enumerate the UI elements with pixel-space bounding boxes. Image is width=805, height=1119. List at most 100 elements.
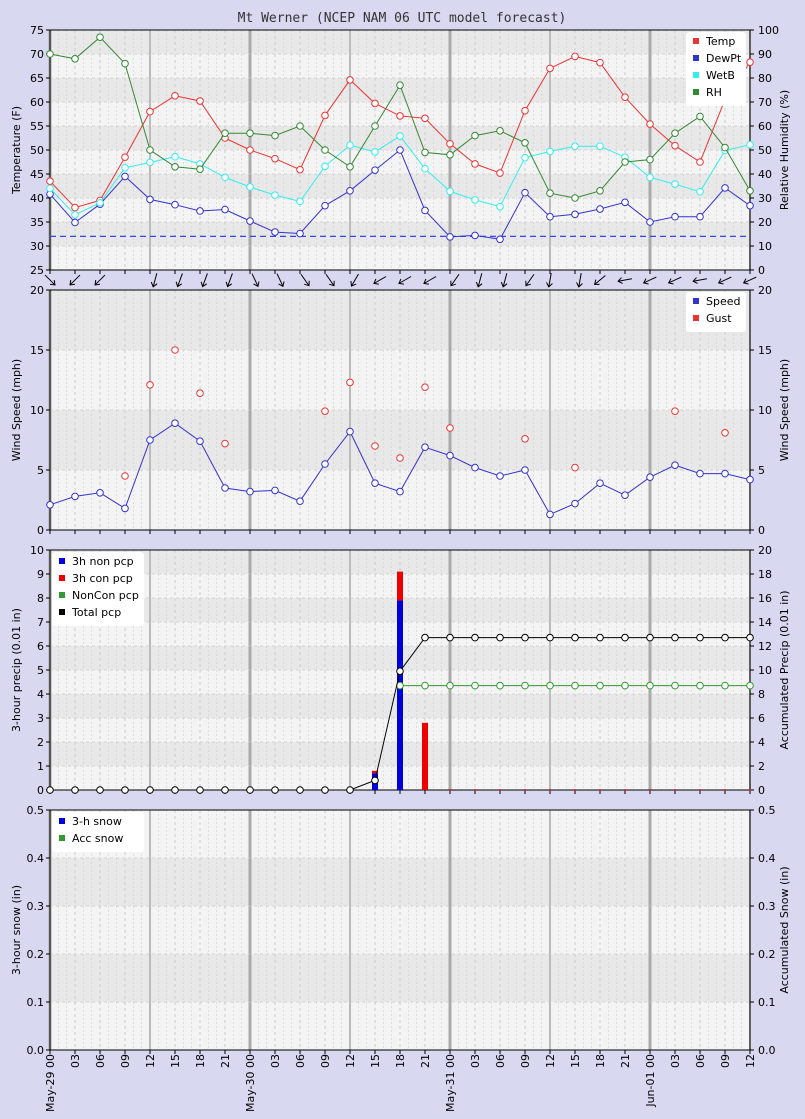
wind-arrow-head bbox=[69, 279, 76, 286]
y2-tick-label: 6 bbox=[758, 712, 765, 725]
rh-point bbox=[471, 131, 479, 140]
dewpt-point bbox=[696, 212, 704, 221]
rh-point bbox=[346, 163, 354, 171]
wetb-point bbox=[321, 162, 329, 171]
y2-axis-label: Accumulated Precip (0.01 in) bbox=[778, 590, 791, 749]
x-tick-label: 12 bbox=[344, 1054, 357, 1068]
y2-tick-label: 2 bbox=[758, 760, 765, 773]
precip-con-bar bbox=[397, 571, 403, 601]
wind-arrow-shaft bbox=[548, 273, 552, 287]
wetb-point bbox=[121, 163, 129, 172]
legend-swatch bbox=[693, 89, 699, 95]
x-tick-label: Jun-01 00 bbox=[644, 1054, 657, 1108]
dewpt-point bbox=[746, 201, 754, 210]
noncon-point bbox=[696, 681, 704, 690]
total-point bbox=[746, 633, 754, 642]
wind-arrow bbox=[546, 273, 553, 288]
legend-swatch bbox=[59, 818, 65, 824]
wind-arrow-head bbox=[593, 279, 600, 286]
legend-swatch bbox=[693, 38, 699, 44]
total-point bbox=[646, 633, 654, 642]
temp-point bbox=[746, 58, 754, 66]
y-tick-label: 8 bbox=[37, 592, 44, 605]
wind-arrow bbox=[325, 273, 335, 287]
wind-arrow-head bbox=[175, 281, 183, 288]
wind-arrow-head bbox=[94, 279, 101, 286]
dewpt-point bbox=[521, 188, 529, 197]
rh-point bbox=[621, 158, 629, 166]
gust-point bbox=[196, 389, 204, 398]
rh-point bbox=[196, 165, 204, 173]
x-tick-label: May-30 00 bbox=[244, 1054, 257, 1112]
rh-point bbox=[721, 143, 729, 152]
total-point bbox=[721, 633, 729, 642]
temp-point bbox=[121, 153, 129, 161]
temp-point bbox=[421, 114, 429, 123]
legend-swatch bbox=[59, 592, 65, 598]
temp-point bbox=[246, 146, 254, 154]
legend-swatch bbox=[59, 609, 65, 615]
legend: 3h non pcp 3h con pcp NonCon pcp Total pcp bbox=[52, 552, 144, 626]
total-point bbox=[46, 786, 54, 794]
dewpt-point bbox=[546, 212, 554, 221]
gust-point bbox=[571, 463, 579, 472]
total-point bbox=[696, 633, 704, 642]
temp-point bbox=[296, 165, 304, 174]
speed-point bbox=[471, 463, 479, 472]
temp-point bbox=[171, 91, 179, 100]
legend-label-gust: Gust bbox=[706, 312, 732, 325]
precip-zero-mark bbox=[724, 789, 726, 791]
x-axis-labels: May-29 00 03 06 09 12 15 18 21 May-30 00 03 06 09 12… bbox=[44, 1054, 757, 1112]
precip-zero-mark bbox=[449, 789, 451, 791]
y2-tick-label: 100 bbox=[758, 24, 779, 37]
total-point bbox=[371, 776, 379, 785]
wind-arrow-shaft bbox=[578, 273, 582, 287]
y2-tick-label: 12 bbox=[758, 640, 772, 653]
y2-tick-label: 90 bbox=[758, 48, 772, 61]
wetb-point bbox=[396, 132, 404, 140]
dewpt-point bbox=[446, 233, 454, 241]
wetb-point bbox=[371, 148, 379, 156]
y-tick-label: 0.2 bbox=[27, 948, 45, 961]
legend-swatch bbox=[693, 315, 699, 321]
dewpt-point bbox=[221, 205, 229, 214]
wetb-point bbox=[71, 211, 79, 219]
gust-point bbox=[121, 472, 129, 480]
dewpt-point bbox=[646, 218, 654, 226]
temp-point bbox=[471, 160, 479, 168]
temp-point bbox=[621, 93, 629, 101]
y2-tick-label: 0 bbox=[758, 264, 765, 277]
y-tick-label: 1 bbox=[37, 760, 44, 773]
precip-zero-mark bbox=[549, 789, 551, 791]
rh-point bbox=[271, 131, 279, 140]
wind-arrow bbox=[667, 276, 682, 285]
x-tick-label: 06 bbox=[94, 1054, 107, 1068]
rh-point bbox=[121, 59, 129, 68]
y2-tick-label: 20 bbox=[758, 216, 772, 229]
wetb-point bbox=[296, 197, 304, 206]
dewpt-point bbox=[621, 198, 629, 207]
speed-point bbox=[671, 461, 679, 470]
y2-tick-label: 50 bbox=[758, 144, 772, 157]
noncon-point bbox=[571, 681, 579, 690]
y-tick-label: 15 bbox=[30, 344, 44, 357]
dewpt-point bbox=[471, 231, 479, 240]
total-point bbox=[196, 786, 204, 794]
wind-arrow-shaft bbox=[594, 275, 606, 285]
legend-label-temp: Temp bbox=[705, 35, 735, 48]
y-tick-label: 4 bbox=[37, 688, 44, 701]
y-tick-label: 0 bbox=[37, 784, 44, 797]
precip-zero-mark bbox=[499, 789, 501, 791]
speed-point bbox=[696, 469, 704, 478]
total-point bbox=[246, 786, 254, 794]
wind-arrow-head bbox=[350, 281, 357, 287]
wetb-point bbox=[471, 196, 479, 204]
rh-point bbox=[246, 129, 254, 137]
wind-arrow-head bbox=[475, 281, 483, 288]
y-tick-label: 60 bbox=[30, 96, 44, 109]
legend-swatch bbox=[693, 298, 699, 304]
dewpt-point bbox=[196, 207, 204, 215]
precip-zero-mark bbox=[699, 789, 701, 791]
total-point bbox=[346, 786, 354, 794]
temp-point bbox=[521, 106, 529, 115]
